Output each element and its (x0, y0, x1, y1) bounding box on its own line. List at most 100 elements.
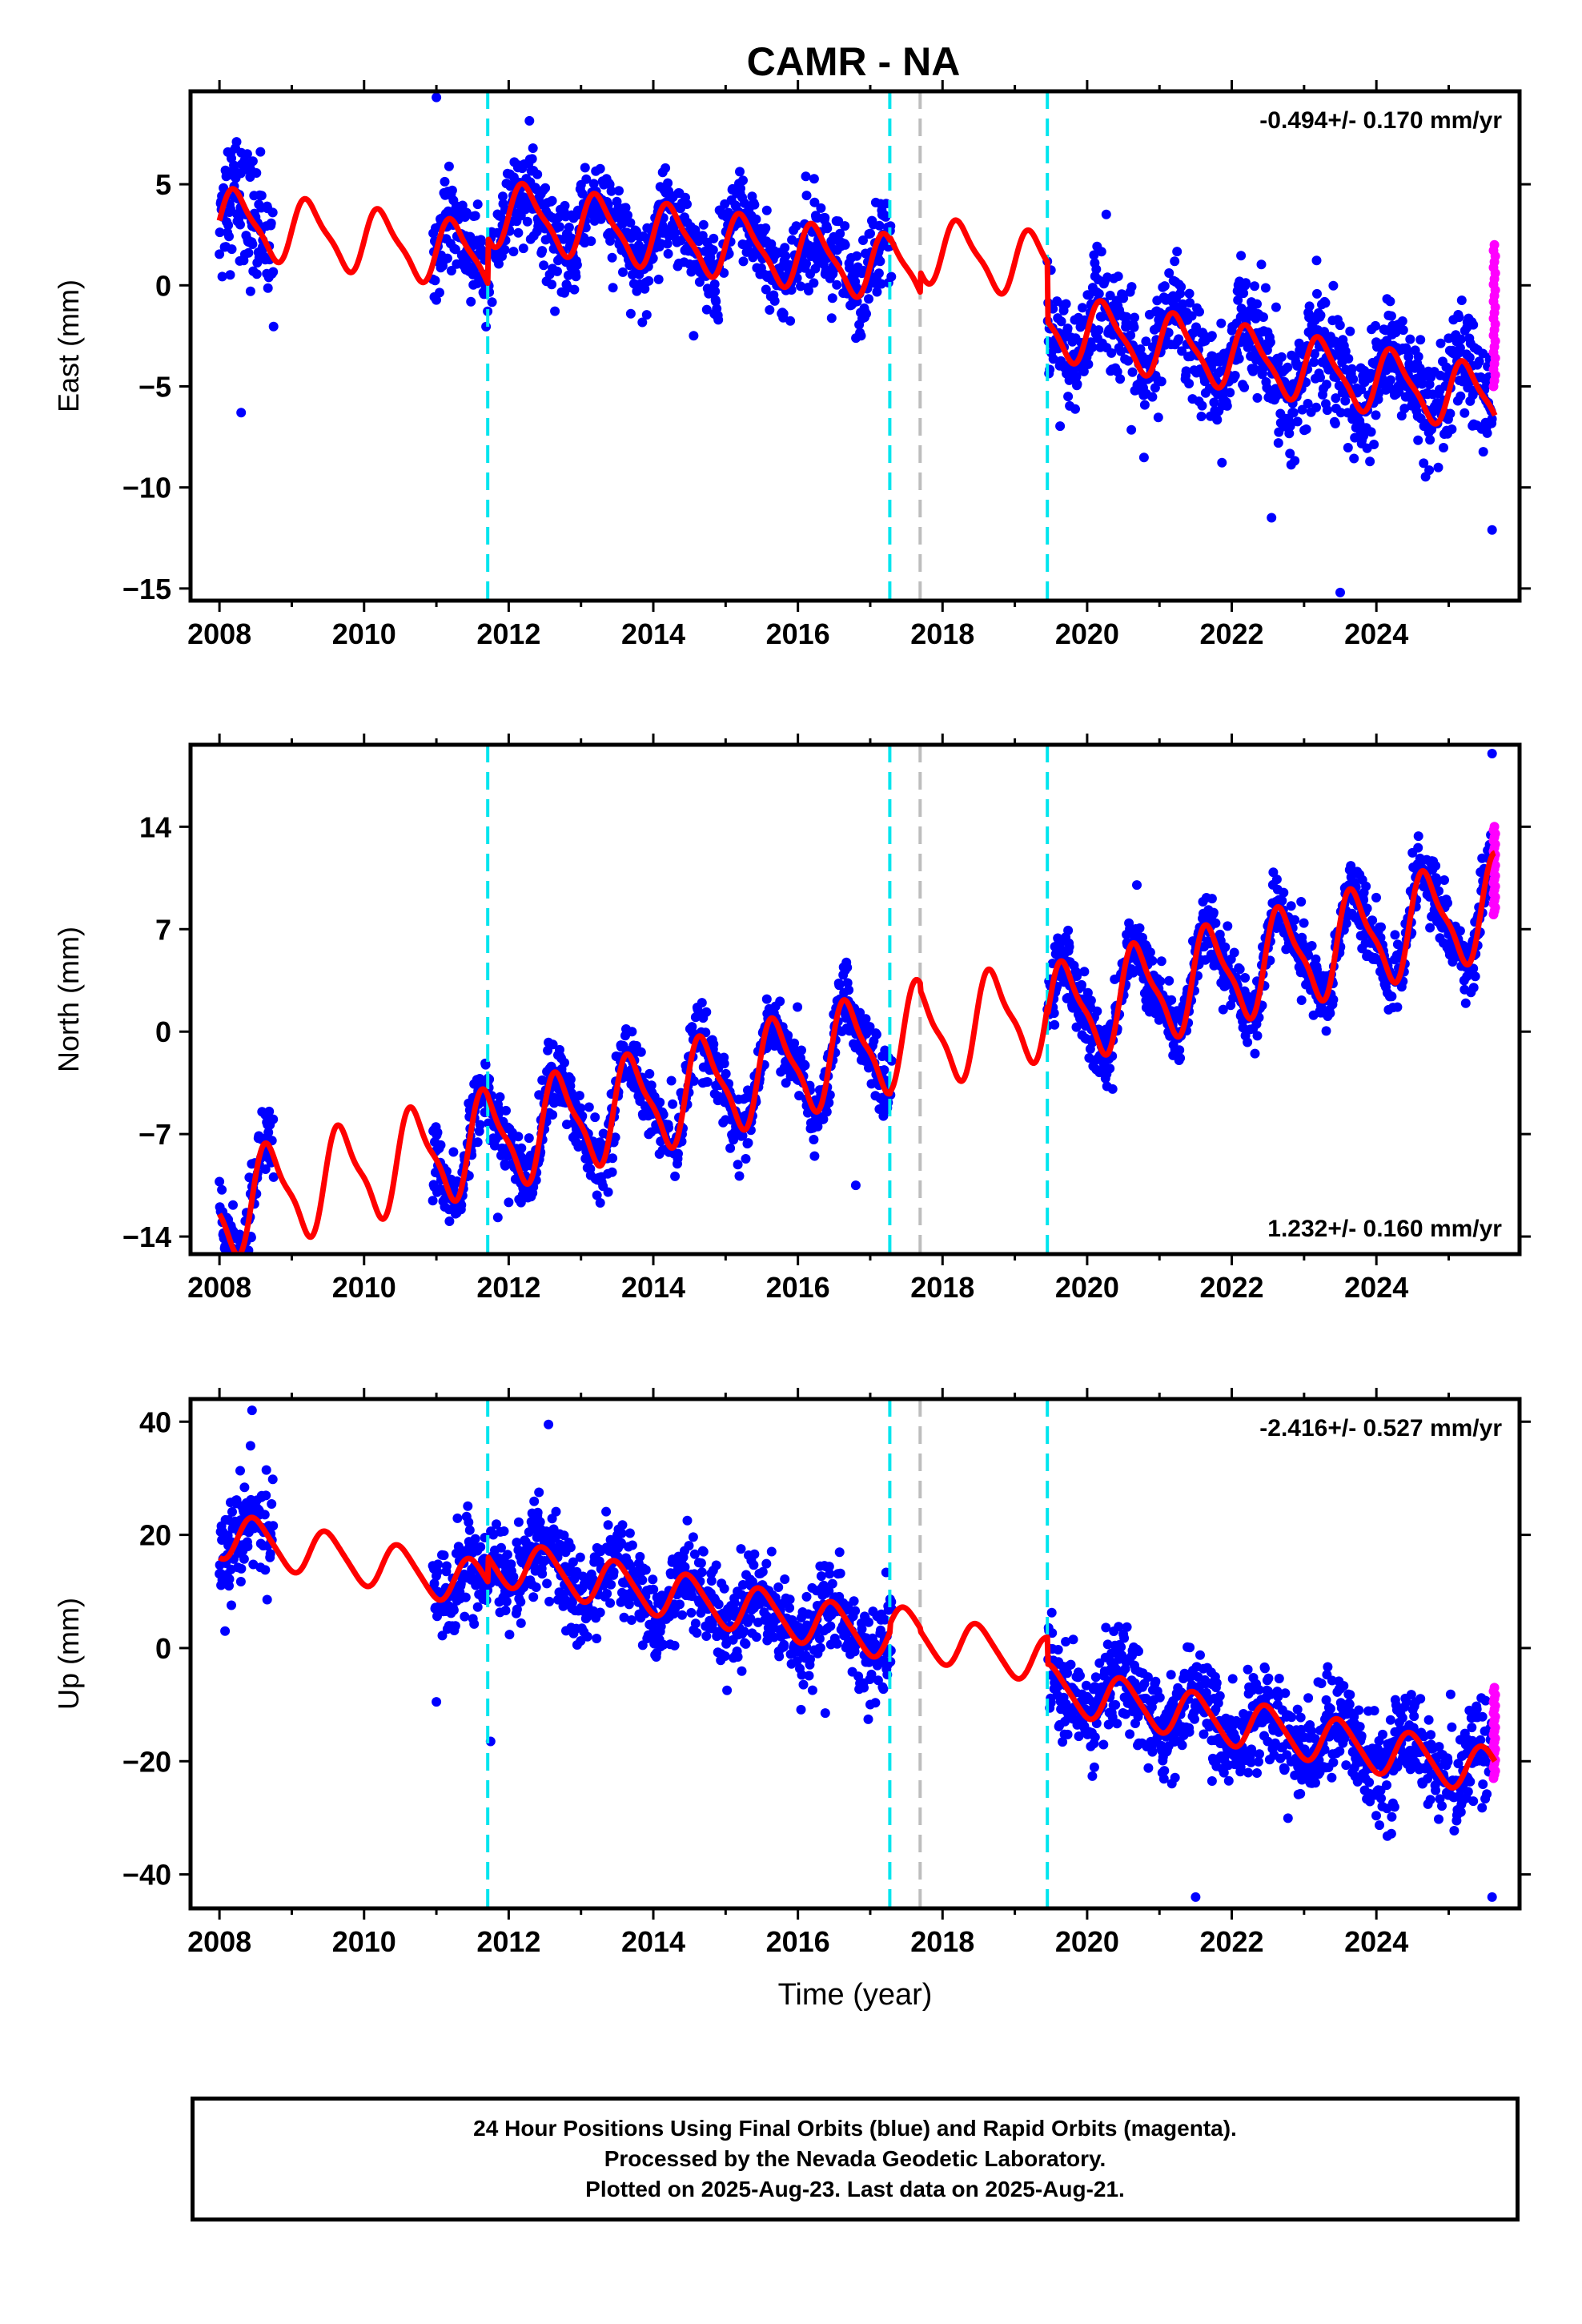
final-point (1276, 352, 1287, 362)
final-point (1367, 915, 1378, 926)
final-point (1343, 353, 1354, 364)
final-point (1217, 457, 1227, 468)
final-point (1403, 352, 1414, 362)
final-point (1296, 995, 1307, 1005)
final-point (1394, 387, 1404, 397)
final-point (701, 1631, 712, 1641)
final-point (268, 267, 279, 277)
final-point (625, 218, 636, 228)
final-point (801, 171, 811, 182)
final-point (648, 253, 658, 263)
final-point (508, 247, 519, 257)
final-point (524, 115, 535, 126)
final-point (1424, 465, 1435, 476)
final-point (729, 1598, 740, 1608)
final-point (1285, 421, 1295, 431)
final-point (842, 978, 853, 988)
final-point (551, 1506, 561, 1517)
final-point (602, 1589, 612, 1598)
final-point (1072, 379, 1082, 389)
outlier-point (432, 92, 442, 103)
final-point (247, 239, 258, 249)
final-point (1387, 991, 1397, 1002)
final-point (1303, 399, 1313, 408)
final-point (670, 1171, 681, 1181)
final-point (816, 203, 826, 213)
final-point (1106, 348, 1117, 358)
final-point (548, 1110, 558, 1120)
model-curve (216, 180, 1498, 427)
final-point (460, 1592, 471, 1602)
y-tick-label: −15 (122, 573, 171, 605)
final-point (548, 1039, 558, 1050)
final-point (706, 1576, 717, 1586)
final-point (822, 223, 833, 234)
final-point (1185, 298, 1195, 308)
final-point (504, 1630, 515, 1640)
final-point (1396, 411, 1407, 421)
final-point (516, 1143, 527, 1153)
final-point (697, 998, 707, 1008)
final-point (584, 1102, 594, 1112)
final-point (235, 1259, 244, 1269)
x-tick-label: 2020 (1055, 1271, 1119, 1304)
final-point (540, 183, 551, 193)
final-point (1439, 443, 1448, 452)
final-point (251, 168, 262, 178)
final-point (516, 1597, 526, 1607)
final-point (224, 1574, 235, 1584)
final-point (826, 313, 837, 324)
final-point (1250, 1048, 1260, 1059)
final-point (537, 246, 548, 256)
final-point (1322, 405, 1332, 416)
final-point (464, 1525, 475, 1535)
panels: 2008 2010 2012 2014 2016 2018 2020 2022 202450−5… (52, 80, 1531, 2012)
final-point (263, 1128, 274, 1137)
final-point (663, 178, 673, 188)
final-point (239, 1259, 249, 1269)
final-point (606, 186, 616, 196)
final-point (506, 1559, 516, 1570)
final-point (1288, 408, 1299, 418)
panel-up: 2008 2010 2012 2014 2016 2018 2020 2022 20244020… (52, 1388, 1531, 2012)
final-point (1097, 312, 1107, 322)
final-point (265, 1549, 275, 1559)
final-point (686, 267, 697, 277)
final-point (243, 1542, 253, 1551)
final-point (809, 197, 820, 207)
x-tick-label: 2016 (766, 1271, 830, 1304)
final-point (450, 244, 460, 255)
final-point (527, 154, 537, 164)
final-point (761, 284, 771, 295)
final-point (472, 1137, 483, 1148)
final-point (713, 1092, 724, 1102)
final-point (251, 269, 262, 279)
final-point (605, 235, 616, 246)
final-point (463, 1501, 473, 1511)
final-point (470, 1534, 480, 1544)
x-tick-label: 2020 (1055, 617, 1119, 650)
final-point (662, 239, 673, 249)
final-point (242, 149, 252, 159)
final-point (637, 317, 648, 328)
final-point (670, 227, 681, 238)
final-point (472, 1602, 483, 1612)
final-point (447, 185, 457, 195)
final-point (1413, 352, 1423, 362)
final-point (751, 1632, 761, 1642)
final-point (1405, 334, 1415, 344)
final-point (661, 163, 671, 173)
final-point (824, 1098, 834, 1108)
final-point (1297, 404, 1307, 415)
final-point (794, 1091, 805, 1101)
final-point (1304, 301, 1315, 312)
final-point (225, 270, 235, 280)
final-point (1208, 907, 1219, 918)
final-point (1238, 1023, 1248, 1033)
final-point (793, 1002, 803, 1012)
final-point (436, 1140, 446, 1150)
final-point (1310, 349, 1319, 359)
final-point (1126, 330, 1136, 340)
final-point (1236, 251, 1247, 261)
final-point (1166, 995, 1177, 1005)
